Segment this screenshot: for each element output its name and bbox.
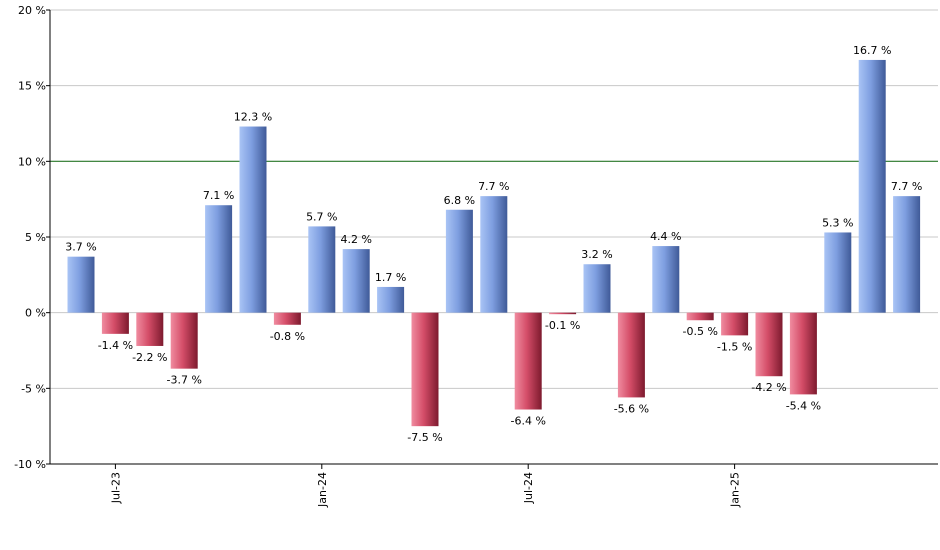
data-label: -7.5 % xyxy=(407,431,442,444)
bars xyxy=(67,59,921,427)
y-tick-label: 20 % xyxy=(18,4,46,17)
bar xyxy=(858,59,886,313)
data-label: -5.4 % xyxy=(786,399,821,412)
bar xyxy=(480,196,508,313)
data-label: 4.4 % xyxy=(650,230,681,243)
bar xyxy=(205,205,233,313)
data-label: -0.1 % xyxy=(545,319,580,332)
data-label: -1.5 % xyxy=(717,340,752,353)
data-labels: 3.7 % -1.4 %-2.2 % -3.7 % 7.1 % 12.3 % -0.8 %… xyxy=(65,44,922,444)
x-tick-label: Jan-25 xyxy=(729,472,742,508)
bar xyxy=(893,196,921,313)
x-tick-label: Jul-23 xyxy=(109,472,122,504)
y-tick-labels: -10 % -5 % 0 % 5 % 10 % 15 % 20 % xyxy=(14,4,46,471)
x-tick-label: Jul-24 xyxy=(522,472,535,504)
bar xyxy=(342,249,370,313)
bar xyxy=(514,312,542,410)
data-label: 12.3 % xyxy=(234,111,272,124)
data-label: 3.2 % xyxy=(581,248,612,261)
data-label: 7.7 % xyxy=(478,180,509,193)
bar xyxy=(549,312,577,315)
y-tick-label: 10 % xyxy=(18,155,46,168)
data-label: -1.4 % xyxy=(98,339,133,352)
bar xyxy=(755,312,783,377)
data-label: 1.7 % xyxy=(375,271,406,284)
data-label: -0.5 % xyxy=(682,325,717,338)
bar xyxy=(377,286,405,313)
data-label: 7.1 % xyxy=(203,189,234,202)
data-label: 5.3 % xyxy=(822,216,853,229)
bar xyxy=(824,232,852,313)
data-label: -0.8 % xyxy=(270,330,305,343)
y-tick-label: -10 % xyxy=(14,458,46,471)
bar xyxy=(789,312,817,395)
data-label: 6.8 % xyxy=(444,194,475,207)
data-label: -2.2 % xyxy=(132,351,167,364)
x-tick-label: Jan-24 xyxy=(316,472,329,508)
bar xyxy=(101,312,129,334)
bar xyxy=(686,312,714,321)
y-tick-label: 15 % xyxy=(18,80,46,93)
data-label: -4.2 % xyxy=(751,381,786,394)
bar xyxy=(617,312,645,398)
bar xyxy=(273,312,301,325)
data-label: 7.7 % xyxy=(891,180,922,193)
bar xyxy=(136,312,164,346)
data-label: -5.6 % xyxy=(614,402,649,415)
data-label: -6.4 % xyxy=(510,415,545,428)
axes xyxy=(46,9,938,469)
data-label: -3.7 % xyxy=(166,374,201,387)
bar xyxy=(721,312,749,336)
x-tick-labels: Jul-23 Jan-24 Jul-24 Jan-25 xyxy=(109,472,741,508)
bar xyxy=(445,209,473,313)
y-tick-label: 0 % xyxy=(25,307,46,320)
data-label: 16.7 % xyxy=(853,44,891,57)
y-tick-label: 5 % xyxy=(25,231,46,244)
bar xyxy=(170,312,198,369)
data-label: 3.7 % xyxy=(65,241,96,254)
bar xyxy=(239,126,267,313)
bar xyxy=(652,246,680,313)
bar xyxy=(583,264,611,313)
data-label: 5.7 % xyxy=(306,210,337,223)
y-tick-label: -5 % xyxy=(21,382,46,395)
bar xyxy=(308,226,336,313)
bar xyxy=(67,256,95,313)
data-label: 4.2 % xyxy=(340,233,371,246)
bar xyxy=(411,312,439,427)
